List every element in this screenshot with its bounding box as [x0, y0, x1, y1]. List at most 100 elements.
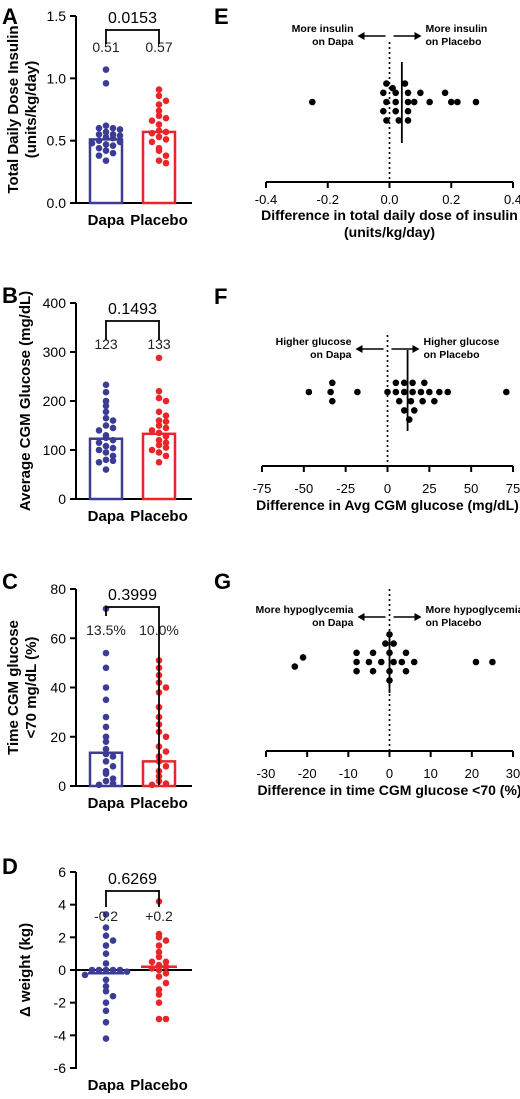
data-point-G: [386, 631, 393, 638]
data-point-E: [426, 98, 433, 106]
data-point-F: [426, 388, 433, 396]
y-tick-label-D: -2: [54, 995, 67, 1011]
y-tick-label-D: -4: [54, 1027, 67, 1043]
panel-letter-B: B: [2, 283, 18, 308]
arrowhead-right-F: [412, 345, 420, 353]
data-point-F: [444, 388, 452, 396]
data-point-dapa-A: [102, 133, 110, 141]
annotation-left-F: on Dapa: [310, 349, 352, 361]
y-tick-label-D: -6: [54, 1060, 67, 1076]
data-point-placebo-D: [155, 942, 163, 949]
data-point-dapa-C: [95, 781, 103, 789]
data-point-placebo-B: [162, 452, 170, 460]
data-point-dapa-B: [109, 444, 117, 452]
data-point-placebo-C: [162, 748, 170, 755]
panel-letter-C: C: [2, 569, 18, 594]
y-tick-label-B: 400: [43, 295, 67, 311]
x-tick-label-E: 0.0: [380, 192, 398, 207]
data-point-dapa-B: [95, 458, 103, 466]
data-point-dapa-B: [102, 408, 110, 416]
data-point-F: [419, 397, 426, 405]
panel-letter-E: E: [214, 4, 229, 29]
data-point-dapa-D: [102, 987, 110, 995]
x-category-label-D: Placebo: [130, 1077, 188, 1094]
data-point-E: [447, 98, 455, 106]
data-point-placebo-D: [148, 965, 156, 972]
x-tick-label-F: 25: [422, 481, 436, 496]
data-point-dapa-D: [123, 968, 131, 975]
value-label-D: -0.2: [94, 908, 118, 924]
data-point-dapa-C: [102, 758, 110, 765]
data-point-dapa-A: [102, 80, 110, 87]
annotation-right-G: on Placebo: [426, 617, 482, 629]
data-point-F: [503, 388, 510, 396]
data-point-dapa-A: [102, 141, 110, 148]
data-point-dapa-B: [109, 424, 117, 432]
y-axis-label-A: Total Daily Dose Insulin: [5, 25, 22, 193]
y-tick-label-B: 0: [58, 491, 66, 507]
annotation-left-E: on Dapa: [312, 36, 354, 48]
data-point-dapa-D: [102, 1018, 110, 1026]
data-point-dapa-C: [109, 763, 117, 770]
data-point-G: [365, 658, 373, 666]
x-axis-label-E: (units/kg/day): [344, 224, 435, 240]
data-point-dapa-D: [109, 992, 117, 1000]
data-point-dapa-A: [109, 134, 117, 142]
data-point-dapa-D: [102, 932, 110, 939]
data-point-E: [380, 89, 387, 97]
panel-letter-G: G: [214, 569, 231, 594]
data-point-placebo-D: [155, 934, 163, 941]
annotation-left-E: More insulin: [292, 23, 354, 35]
data-point-dapa-D: [81, 971, 89, 979]
y-axis-label-D: Δ weight (kg): [17, 923, 34, 1017]
arrowhead-left-E: [357, 32, 365, 40]
data-point-dapa-A: [102, 122, 110, 130]
data-point-dapa-A: [109, 124, 117, 132]
y-tick-label-C: 20: [50, 729, 66, 745]
data-point-placebo-A: [162, 136, 170, 143]
y-tick-label-A: 1.5: [47, 8, 67, 24]
data-point-placebo-B: [162, 418, 170, 425]
y-tick-label-D: 4: [58, 897, 66, 913]
arrowhead-right-G: [414, 613, 422, 621]
data-point-F: [421, 379, 428, 387]
data-point-placebo-B: [155, 417, 163, 424]
annotation-right-F: on Placebo: [424, 349, 480, 361]
data-point-dapa-D: [102, 999, 110, 1006]
data-point-dapa-D: [102, 924, 110, 931]
data-point-dapa-D: [102, 942, 110, 949]
data-point-placebo-D: [162, 969, 170, 977]
data-point-placebo-A: [148, 129, 156, 137]
data-point-dapa-C: [109, 753, 117, 760]
data-point-G: [398, 658, 406, 666]
data-point-dapa-B: [102, 397, 110, 405]
data-point-dapa-C: [102, 745, 110, 753]
data-point-dapa-B: [102, 388, 110, 396]
data-point-placebo-B: [155, 408, 163, 416]
data-point-dapa-A: [116, 138, 124, 146]
data-point-dapa-C: [102, 723, 110, 731]
data-point-placebo-D: [155, 961, 163, 969]
data-point-E: [454, 98, 461, 106]
data-point-placebo-D: [162, 979, 170, 987]
y-tick-label-B: 200: [43, 393, 67, 409]
data-point-G: [382, 640, 389, 647]
value-label-A: 0.57: [145, 39, 172, 55]
data-point-G: [386, 667, 393, 675]
data-point-placebo-A: [162, 159, 170, 167]
data-point-dapa-A: [102, 66, 110, 73]
data-point-placebo-A: [155, 121, 163, 128]
data-point-placebo-A: [155, 112, 163, 120]
data-point-F: [405, 416, 413, 423]
annotation-left-G: on Dapa: [312, 617, 354, 629]
data-point-G: [390, 658, 397, 666]
x-category-label-A: Placebo: [130, 212, 188, 229]
data-point-dapa-D: [102, 950, 110, 957]
x-category-label-D: Dapa: [88, 1077, 125, 1094]
y-tick-label-C: 0: [58, 778, 66, 794]
data-point-dapa-B: [102, 442, 110, 450]
data-point-dapa-B: [102, 381, 110, 389]
data-point-dapa-D: [109, 966, 117, 974]
p-value-D: 0.6269: [108, 871, 157, 888]
data-point-dapa-D: [102, 1035, 110, 1042]
